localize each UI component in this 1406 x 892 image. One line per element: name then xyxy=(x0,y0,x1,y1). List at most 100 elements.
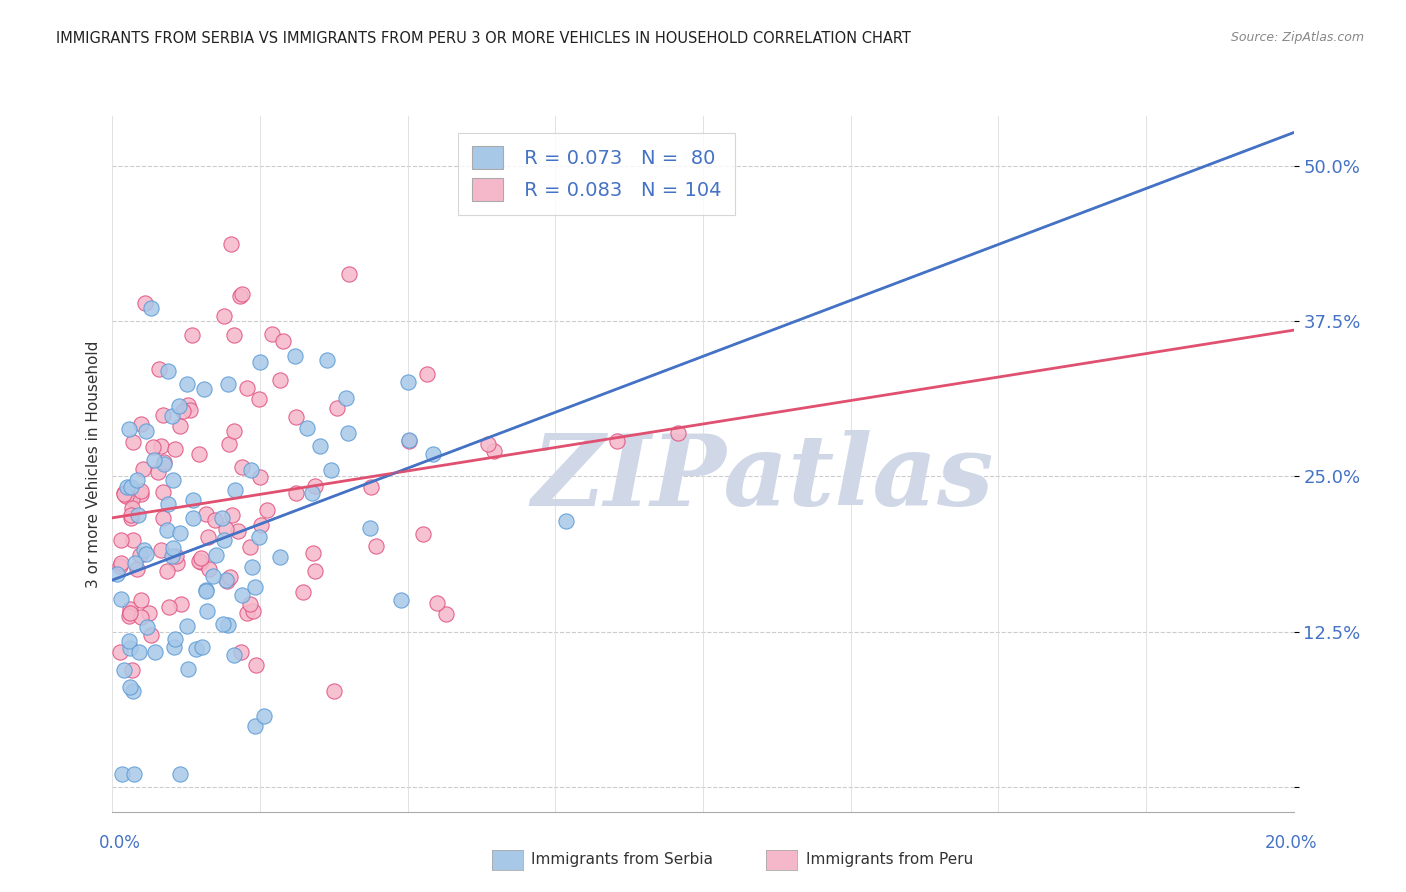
Point xyxy=(304,564,326,578)
Point xyxy=(240,463,263,477)
Point xyxy=(301,485,323,500)
Point xyxy=(121,491,143,506)
Point xyxy=(195,604,218,618)
Point xyxy=(245,658,267,673)
Point xyxy=(110,556,132,570)
Point xyxy=(249,354,271,368)
Point xyxy=(115,479,138,493)
Point xyxy=(162,473,184,487)
Point xyxy=(252,708,274,723)
Point xyxy=(238,597,260,611)
Point xyxy=(138,606,160,620)
Point xyxy=(142,440,165,454)
Point xyxy=(118,680,141,694)
Point xyxy=(166,556,188,570)
Point xyxy=(482,443,505,458)
Point xyxy=(396,375,419,389)
Point xyxy=(224,648,246,662)
Point xyxy=(120,511,142,525)
Point xyxy=(156,524,179,538)
Point xyxy=(157,497,180,511)
Point xyxy=(269,373,291,387)
Point xyxy=(177,398,200,412)
Point xyxy=(231,286,253,301)
Text: 20.0%: 20.0% xyxy=(1264,834,1317,852)
Point xyxy=(172,404,194,418)
Point xyxy=(163,632,186,646)
Point xyxy=(336,425,359,440)
Text: IMMIGRANTS FROM SERBIA VS IMMIGRANTS FROM PERU 3 OR MORE VEHICLES IN HOUSEHOLD C: IMMIGRANTS FROM SERBIA VS IMMIGRANTS FRO… xyxy=(56,31,911,46)
Point xyxy=(366,540,388,554)
Point xyxy=(256,503,278,517)
Point xyxy=(118,422,141,436)
Point xyxy=(118,634,141,648)
Point xyxy=(115,489,138,503)
Point xyxy=(188,554,211,568)
Point xyxy=(157,364,180,378)
Point xyxy=(120,480,142,494)
Point xyxy=(335,391,357,405)
Point xyxy=(121,500,143,515)
Point xyxy=(176,619,198,633)
Point xyxy=(249,470,271,484)
Point xyxy=(148,362,170,376)
Point xyxy=(122,435,145,450)
Point xyxy=(112,486,135,500)
Point xyxy=(229,645,252,659)
Point xyxy=(269,549,291,564)
Point xyxy=(224,483,246,497)
Point xyxy=(188,447,211,461)
Point xyxy=(149,543,172,558)
Point xyxy=(606,434,628,448)
Point xyxy=(120,640,142,655)
Point xyxy=(167,399,190,413)
Point xyxy=(398,433,420,447)
Point xyxy=(180,327,202,342)
Text: Immigrants from Peru: Immigrants from Peru xyxy=(806,853,973,867)
Point xyxy=(108,645,131,659)
Text: 0.0%: 0.0% xyxy=(98,834,141,852)
Point xyxy=(120,508,142,522)
Point xyxy=(284,349,307,363)
Point xyxy=(105,567,128,582)
Point xyxy=(157,599,180,614)
Point xyxy=(132,542,155,557)
Point xyxy=(231,588,253,602)
Point xyxy=(221,508,243,522)
Point xyxy=(112,663,135,677)
Point xyxy=(412,527,434,541)
Point xyxy=(273,334,295,348)
Point xyxy=(319,463,342,477)
Point xyxy=(215,573,238,587)
Point xyxy=(295,420,318,434)
Point xyxy=(217,574,239,588)
Point xyxy=(128,645,150,659)
Point xyxy=(436,607,458,622)
Point xyxy=(360,480,382,494)
Point xyxy=(245,719,267,733)
Point xyxy=(217,617,239,632)
Point xyxy=(337,267,360,281)
Point xyxy=(163,640,186,655)
Point xyxy=(110,592,132,607)
Point xyxy=(236,381,259,395)
Point xyxy=(152,485,174,500)
Point xyxy=(124,767,146,781)
Point xyxy=(190,551,212,566)
Point xyxy=(389,593,412,607)
Point xyxy=(121,684,143,698)
Point xyxy=(240,560,263,574)
Point xyxy=(308,439,330,453)
Point xyxy=(214,522,236,536)
Point xyxy=(204,548,226,562)
Point xyxy=(152,457,174,471)
Point xyxy=(131,484,153,499)
Point xyxy=(291,584,314,599)
Y-axis label: 3 or more Vehicles in Household: 3 or more Vehicles in Household xyxy=(86,340,101,588)
Point xyxy=(398,434,420,448)
Point xyxy=(139,628,162,642)
Point xyxy=(153,455,176,469)
Point xyxy=(169,767,191,781)
Point xyxy=(284,410,307,425)
Text: ZIPatlas: ZIPatlas xyxy=(531,430,993,526)
